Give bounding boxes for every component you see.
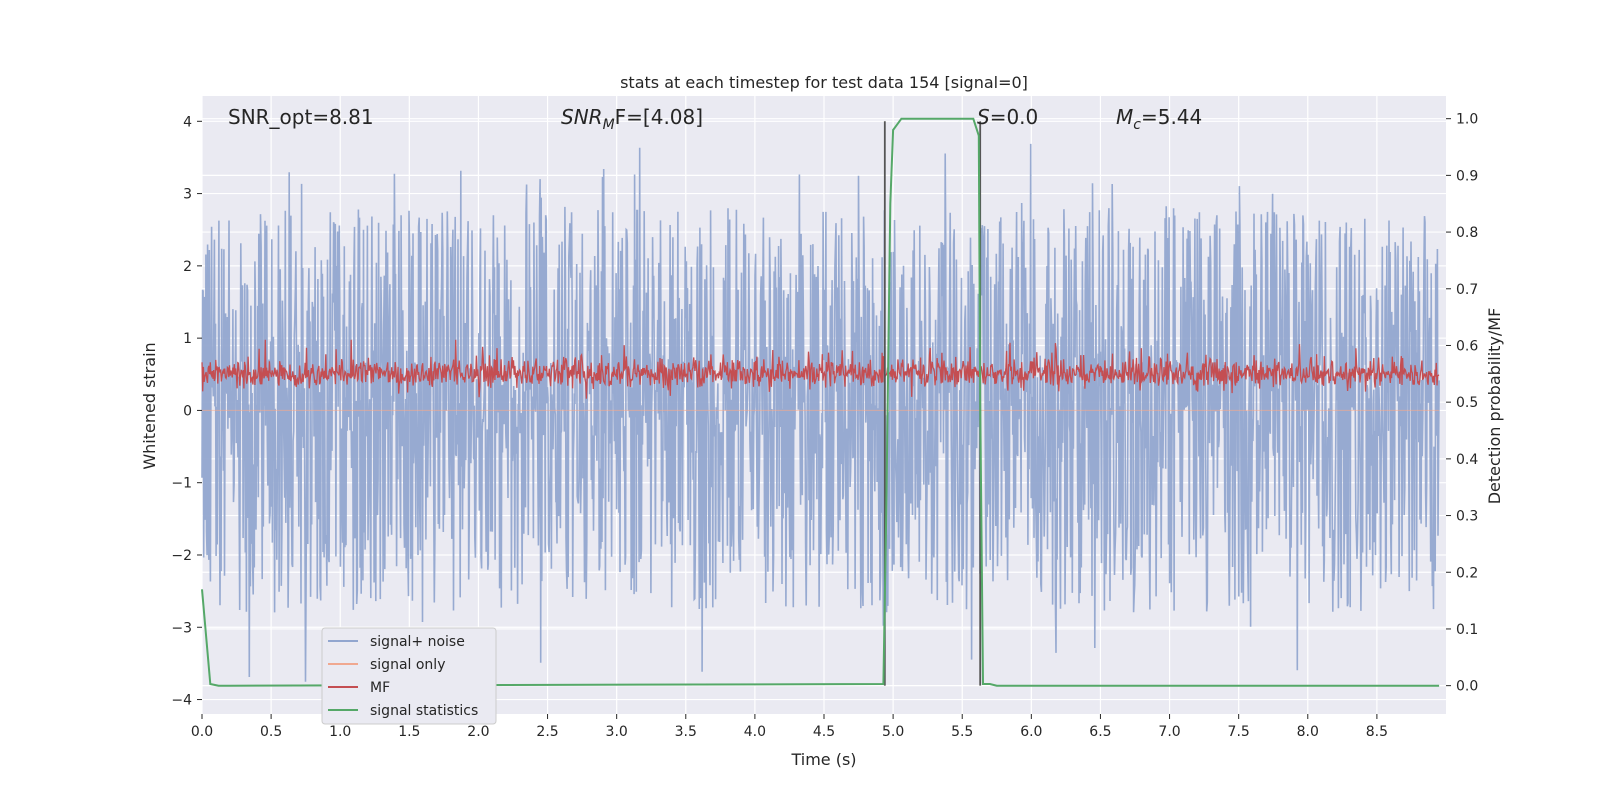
legend-label-signal-only: signal only (370, 657, 445, 673)
annotation-snr-mf-sub: M (603, 117, 615, 133)
legend-box (321, 627, 497, 725)
annotation-mc-main: M (1116, 105, 1133, 129)
signal-statistics-line (201, 117, 1440, 687)
annotation-snr-opt: SNR_opt=8.81 (228, 105, 374, 129)
y-left-tick-label-0: 4 (183, 114, 192, 130)
x-tick-label-7: 3.5 (675, 724, 697, 740)
x-tick-label-4: 2.0 (467, 724, 489, 740)
x-tick-label-9: 4.5 (813, 724, 835, 740)
annotation-snr-mf: SNRMF=[4.08] (561, 105, 703, 133)
y-right-tick-label-7: 0.3 (1456, 509, 1478, 525)
x-tick-label-5: 2.5 (536, 724, 558, 740)
annotation-snr-mf-main: SNR (561, 105, 603, 129)
y-left-tick-label-3: 1 (183, 331, 192, 347)
x-tick-label-16: 8.0 (1297, 724, 1319, 740)
y-left-tick-label-8: −4 (171, 693, 192, 709)
x-tick-label-10: 5.0 (882, 724, 904, 740)
y-right-tick-label-1: 0.9 (1456, 168, 1478, 184)
y-right-tick-label-8: 0.2 (1456, 565, 1478, 581)
x-tick-label-12: 6.0 (1020, 724, 1042, 740)
x-tick-label-11: 5.5 (951, 724, 973, 740)
annotation-s: S=0.0 (977, 105, 1038, 129)
x-tick-label-0: 0.0 (191, 724, 213, 740)
x-tick-label-17: 8.5 (1366, 724, 1388, 740)
y-axis-right-label: Detection probability/MF (1485, 308, 1504, 505)
legend: signal+ noise signal only MF signal stat… (321, 627, 497, 725)
x-axis-ticks: 0.0 0.5 1.0 1.5 2.0 2.5 3.0 3.5 4.0 4.5 5.0 5.5 6.0 6… (191, 714, 1388, 740)
y-right-tick-label-6: 0.4 (1456, 452, 1478, 468)
series-signal-statistics (201, 117, 1440, 687)
x-tick-label-3: 1.5 (398, 724, 420, 740)
y-axis-left-ticks: 4 3 2 1 0 −1 −2 −3 −4 (171, 114, 202, 709)
y-left-tick-label-5: −1 (171, 476, 192, 492)
y-right-tick-label-2: 0.8 (1456, 225, 1478, 241)
annotation-snr-mf-tail: F=[4.08] (615, 105, 703, 129)
y-right-tick-label-9: 0.1 (1456, 622, 1478, 638)
x-tick-label-8: 4.0 (744, 724, 766, 740)
annotation-mc-tail: =5.44 (1141, 105, 1202, 129)
series-mf (201, 339, 1440, 399)
annotation-mc: Mc=5.44 (1116, 105, 1202, 133)
signal-noise-line (201, 143, 1440, 682)
y-right-tick-label-5: 0.5 (1456, 395, 1478, 411)
y-axis-right-ticks: 1.0 0.9 0.8 0.7 0.6 0.5 0.4 0.3 0.2 0.1 0.0 (1446, 112, 1478, 695)
y-left-tick-label-7: −3 (171, 620, 192, 636)
x-tick-label-14: 7.0 (1158, 724, 1180, 740)
x-tick-label-1: 0.5 (260, 724, 282, 740)
series-signal-noise (201, 143, 1440, 682)
annotation-mc-sub: c (1133, 117, 1141, 133)
x-tick-label-6: 3.0 (606, 724, 628, 740)
y-right-tick-label-3: 0.7 (1456, 282, 1478, 298)
x-tick-label-15: 7.5 (1228, 724, 1250, 740)
chart-title: stats at each timestep for test data 154… (620, 73, 1028, 92)
y-right-tick-label-0: 1.0 (1456, 112, 1478, 128)
x-axis-label: Time (s) (790, 750, 856, 769)
y-left-tick-label-6: −2 (171, 548, 192, 564)
y-right-tick-label-10: 0.0 (1456, 679, 1478, 695)
y-left-tick-label-1: 3 (183, 187, 192, 203)
annotation-s-main: S (977, 105, 990, 129)
x-tick-label-2: 1.0 (329, 724, 351, 740)
annotation-s-tail: =0.0 (990, 105, 1039, 129)
legend-label-signal-noise: signal+ noise (370, 634, 465, 650)
y-left-tick-label-2: 2 (183, 259, 192, 275)
x-tick-label-13: 6.5 (1089, 724, 1111, 740)
y-right-tick-label-4: 0.6 (1456, 338, 1478, 354)
mf-line (201, 339, 1440, 399)
y-axis-left-label: Whitened strain (140, 342, 159, 469)
y-left-tick-label-4: 0 (183, 403, 192, 419)
legend-label-signal-statistics: signal statistics (370, 703, 478, 719)
legend-label-mf: MF (370, 680, 390, 696)
